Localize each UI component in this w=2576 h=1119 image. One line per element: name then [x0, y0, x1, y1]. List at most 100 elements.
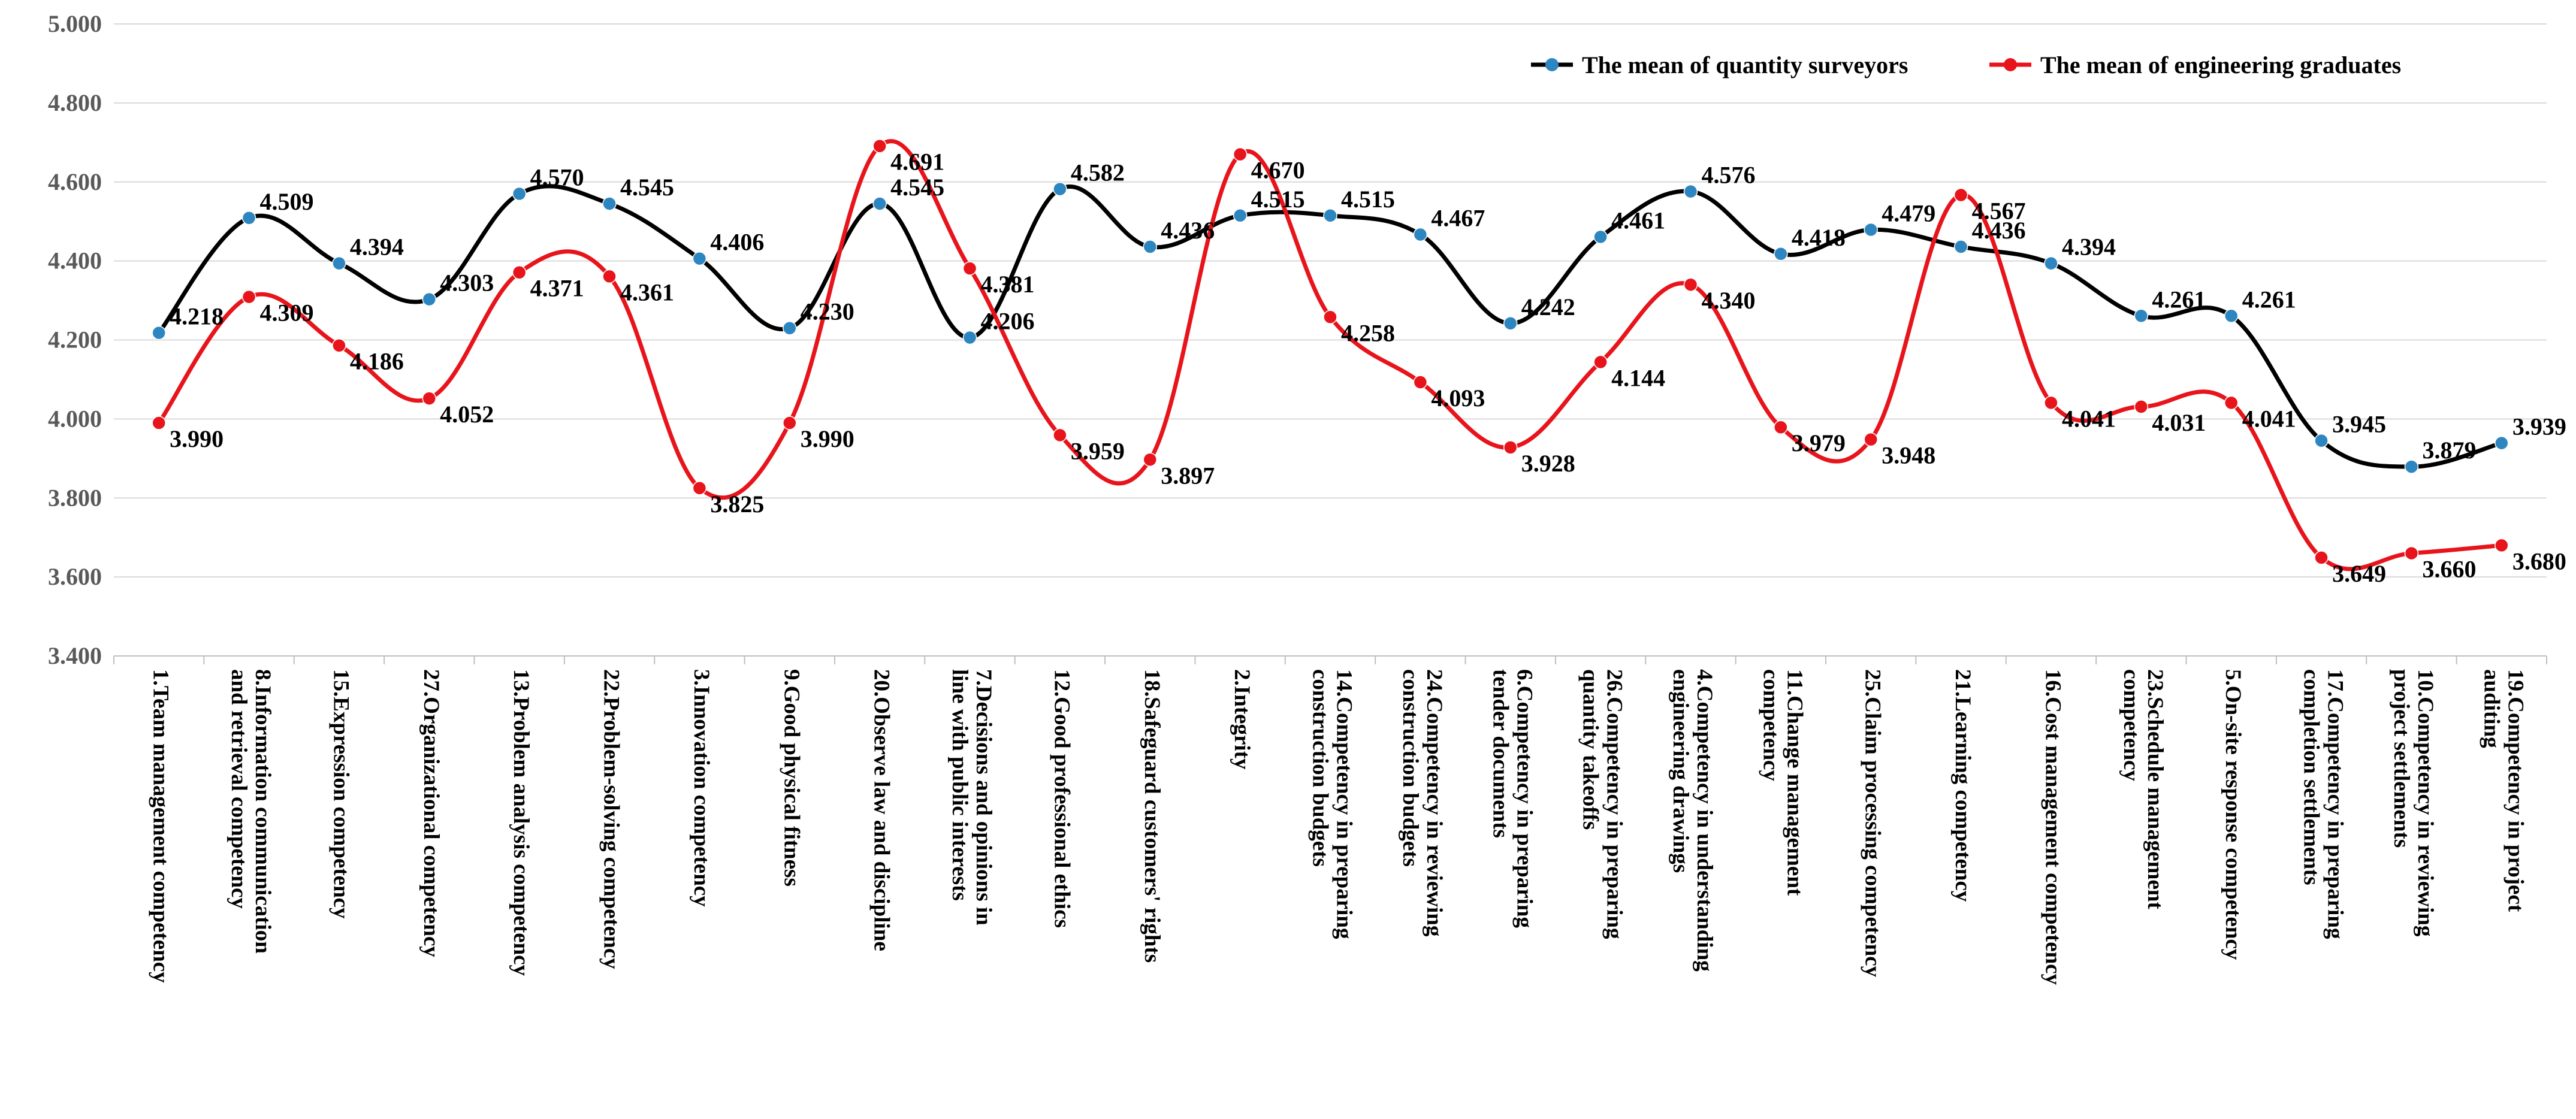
data-label-quantity-surveyors: 4.261 [2242, 286, 2296, 313]
x-category-label: 2.Integrity [1230, 669, 1254, 770]
x-category-label: 1.Team management competency [149, 669, 173, 983]
x-tick-label: line with public interests [947, 669, 972, 901]
data-label-engineering-graduates: 4.309 [260, 300, 314, 326]
data-label-quantity-surveyors: 4.242 [1521, 294, 1575, 320]
data-label-quantity-surveyors: 4.394 [350, 234, 404, 261]
point-engineering-graduates [152, 416, 166, 430]
y-tick-label: 3.400 [48, 642, 102, 669]
series-group [152, 138, 2509, 571]
x-tick-label: 23.Schedule management [2143, 669, 2167, 910]
x-category-label: 16.Cost management competency [2040, 669, 2065, 985]
point-engineering-graduates [422, 391, 437, 406]
point-quantity-surveyors [1864, 222, 1878, 237]
data-label-quantity-surveyors: 3.945 [2332, 411, 2386, 438]
point-quantity-surveyors [1593, 229, 1608, 244]
data-label-engineering-graduates: 4.361 [620, 279, 674, 306]
data-label-quantity-surveyors: 4.515 [1251, 186, 1305, 213]
point-engineering-graduates [1413, 375, 1428, 389]
data-label-quantity-surveyors: 4.515 [1341, 186, 1395, 213]
point-engineering-graduates [1143, 452, 1158, 467]
x-category-label: 25.Claim processing competency [1861, 669, 1885, 978]
point-engineering-graduates [692, 481, 707, 495]
data-label-quantity-surveyors: 3.939 [2512, 413, 2566, 440]
data-label-engineering-graduates: 4.670 [1251, 157, 1305, 184]
point-quantity-surveyors [241, 211, 256, 225]
x-tick-label: 20.Observe law and discipline [869, 669, 894, 951]
x-tick-label: and retrieval competency [227, 669, 251, 909]
legend-swatch-marker [2004, 58, 2017, 71]
x-category-label: 3.Innovation competency [689, 669, 714, 907]
x-tick-label: construction budgets [1308, 669, 1333, 867]
point-engineering-graduates [1953, 187, 1968, 202]
data-label-engineering-graduates: 4.052 [440, 401, 494, 428]
data-label-quantity-surveyors: 4.436 [1161, 217, 1215, 244]
point-engineering-graduates [1683, 277, 1698, 292]
point-quantity-surveyors [152, 325, 166, 340]
data-label-quantity-surveyors: 4.461 [1611, 207, 1665, 234]
x-tick-label: tender documents [1488, 669, 1512, 838]
x-tick-label: 24.Competency in reviewing [1422, 669, 1446, 937]
data-label-engineering-graduates: 3.990 [170, 425, 224, 452]
data-label-quantity-surveyors: 4.436 [1972, 217, 2026, 244]
legend: The mean of quantity surveyors The mean o… [1531, 52, 2401, 78]
x-tick-label: auditing [2479, 669, 2503, 748]
point-quantity-surveyors [422, 292, 437, 307]
data-label-quantity-surveyors: 4.545 [620, 174, 674, 201]
x-axis: 1.Team management competency 8.Informatio… [113, 655, 2547, 985]
x-category-label: 15.Expression competency [328, 669, 353, 919]
x-tick-label: 16.Cost management competency [2040, 669, 2065, 985]
x-tick-label: 5.On-site response competency [2221, 669, 2245, 960]
data-label-engineering-graduates: 4.258 [1341, 319, 1395, 346]
data-label-engineering-graduates: 4.691 [890, 149, 944, 176]
x-tick-label: competency [1758, 669, 1783, 781]
point-quantity-surveyors [1323, 208, 1337, 223]
data-label-engineering-graduates: 3.897 [1161, 462, 1215, 489]
x-tick-label: competency [2119, 669, 2143, 781]
data-label-quantity-surveyors: 4.576 [1701, 162, 1755, 189]
point-quantity-surveyors [2314, 433, 2329, 448]
y-tick-label: 5.000 [48, 10, 102, 37]
x-tick-label: 21.Learning competency [1950, 669, 1975, 902]
point-quantity-surveyors [332, 256, 346, 271]
series-line-engineering-graduates [157, 139, 2502, 571]
point-engineering-graduates [512, 265, 527, 280]
data-label-quantity-surveyors: 4.467 [1431, 204, 1485, 231]
x-tick-label: 15.Expression competency [328, 669, 353, 919]
point-quantity-surveyors [1413, 227, 1428, 242]
x-tick-label: 7.Decisions and opinions in [971, 669, 996, 926]
x-tick-label: 14.Competency in preparing [1332, 669, 1357, 939]
y-tick-label: 3.600 [48, 563, 102, 590]
x-category-label: 27.Organizational competency [419, 669, 443, 957]
x-tick-label: 6.Competency in preparing [1512, 669, 1536, 929]
data-label-quantity-surveyors: 4.303 [440, 270, 494, 297]
point-engineering-graduates [241, 289, 256, 304]
y-tick-label: 4.600 [48, 168, 102, 195]
x-tick-label: construction budgets [1398, 669, 1423, 867]
x-tick-label: 9.Good physical fitness [779, 669, 804, 887]
data-label-quantity-surveyors: 4.218 [170, 303, 224, 330]
data-label-engineering-graduates: 3.660 [2422, 556, 2476, 583]
x-category-label: 21.Learning competency [1950, 669, 1975, 902]
point-engineering-graduates [2314, 551, 2329, 565]
data-label-quantity-surveyors: 4.545 [890, 174, 944, 201]
x-tick-label: 25.Claim processing competency [1861, 669, 1885, 978]
point-engineering-graduates [602, 269, 617, 284]
data-label-engineering-graduates: 4.093 [1431, 385, 1485, 412]
x-tick-label: 27.Organizational competency [419, 669, 443, 957]
point-engineering-graduates [1593, 355, 1608, 370]
data-label-quantity-surveyors: 4.509 [260, 188, 314, 215]
point-engineering-graduates [2404, 546, 2419, 561]
point-quantity-surveyors [2134, 309, 2149, 323]
x-tick-label: 10.Competency in reviewing [2413, 669, 2438, 937]
data-label-quantity-surveyors: 3.879 [2422, 437, 2476, 464]
data-label-engineering-graduates: 3.680 [2512, 548, 2566, 574]
